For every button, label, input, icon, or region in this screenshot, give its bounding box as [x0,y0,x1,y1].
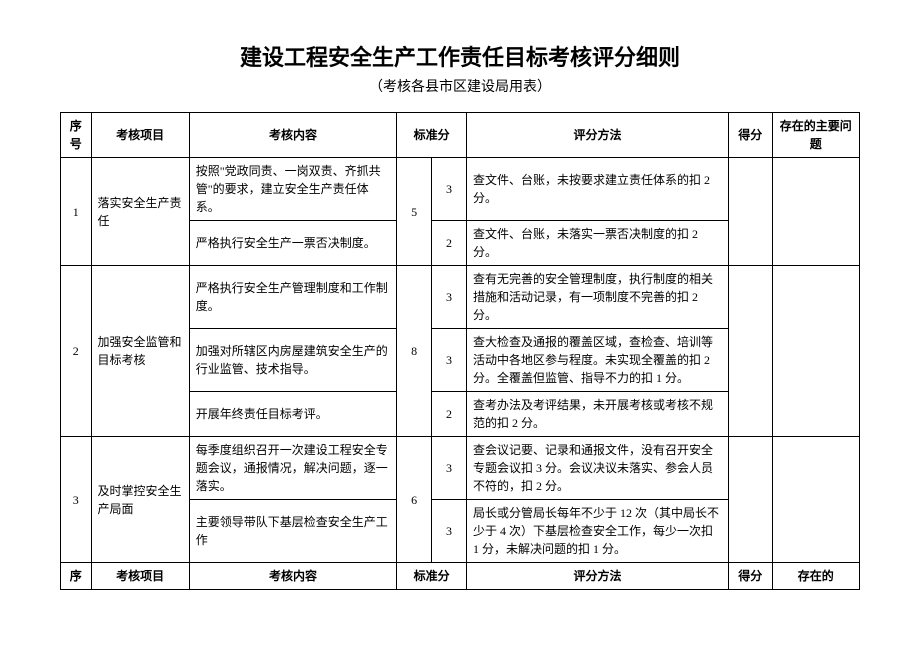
cell-content: 开展年终责任目标考评。 [189,392,396,437]
cell-stdscore: 6 [397,437,432,563]
header-method: 评分方法 [467,113,729,158]
cell-subscore: 3 [432,266,467,329]
cell-score [728,437,772,563]
footer-score: 得分 [728,563,772,590]
header-content: 考核内容 [189,113,396,158]
header-row: 序号 考核项目 考核内容 标准分 评分方法 得分 存在的主要问题 [61,113,860,158]
cell-score [728,266,772,437]
cell-subscore: 3 [432,437,467,500]
page-subtitle: （考核各县市区建设局用表） [60,76,860,96]
footer-method: 评分方法 [467,563,729,590]
footer-seq: 序 [61,563,92,590]
cell-content: 主要领导带队下基层检查安全生产工作 [189,500,396,563]
cell-stdscore: 5 [397,158,432,266]
header-issue: 存在的主要问题 [772,113,859,158]
footer-content: 考核内容 [189,563,396,590]
cell-issue [772,437,859,563]
scoring-table: 序号 考核项目 考核内容 标准分 评分方法 得分 存在的主要问题 1 落实安全生… [60,112,860,590]
cell-method: 查大检查及通报的覆盖区域，查检查、培训等活动中各地区参与程度。未实现全覆盖的扣 … [467,329,729,392]
cell-content: 按照"党政同责、一岗双责、齐抓共管"的要求，建立安全生产责任体系。 [189,158,396,221]
cell-issue [772,158,859,266]
cell-method: 查有无完善的安全管理制度，执行制度的相关措施和活动记录，有一项制度不完善的扣 2… [467,266,729,329]
cell-item: 及时掌控安全生产局面 [91,437,189,563]
cell-item: 加强安全监管和目标考核 [91,266,189,437]
header-stdscore: 标准分 [397,113,467,158]
table-row: 2 加强安全监管和目标考核 严格执行安全生产管理制度和工作制度。 8 3 查有无… [61,266,860,329]
cell-method: 查文件、台账，未落实一票否决制度的扣 2 分。 [467,221,729,266]
cell-item: 落实安全生产责任 [91,158,189,266]
cell-method: 查会议记要、记录和通报文件，没有召开安全专题会议扣 3 分。会议决议未落实、参会… [467,437,729,500]
header-score: 得分 [728,113,772,158]
footer-item: 考核项目 [91,563,189,590]
cell-seq: 3 [61,437,92,563]
cell-stdscore: 8 [397,266,432,437]
cell-content: 严格执行安全生产管理制度和工作制度。 [189,266,396,329]
footer-stdscore: 标准分 [397,563,467,590]
cell-seq: 1 [61,158,92,266]
cell-content: 严格执行安全生产一票否决制度。 [189,221,396,266]
cell-method: 查文件、台账，未按要求建立责任体系的扣 2 分。 [467,158,729,221]
table-row: 1 落实安全生产责任 按照"党政同责、一岗双责、齐抓共管"的要求，建立安全生产责… [61,158,860,221]
table-row: 3 及时掌控安全生产局面 每季度组织召开一次建设工程安全专题会议，通报情况，解决… [61,437,860,500]
cell-subscore: 2 [432,392,467,437]
cell-issue [772,266,859,437]
cell-method: 查考办法及考评结果，未开展考核或考核不规范的扣 2 分。 [467,392,729,437]
cell-subscore: 2 [432,221,467,266]
page-title: 建设工程安全生产工作责任目标考核评分细则 [60,40,860,72]
cell-content: 加强对所辖区内房屋建筑安全生产的行业监管、技术指导。 [189,329,396,392]
cell-score [728,158,772,266]
cell-seq: 2 [61,266,92,437]
cell-subscore: 3 [432,329,467,392]
footer-header-row: 序 考核项目 考核内容 标准分 评分方法 得分 存在的 [61,563,860,590]
cell-content: 每季度组织召开一次建设工程安全专题会议，通报情况，解决问题，逐一落实。 [189,437,396,500]
cell-subscore: 3 [432,500,467,563]
header-item: 考核项目 [91,113,189,158]
header-seq: 序号 [61,113,92,158]
cell-subscore: 3 [432,158,467,221]
footer-issue: 存在的 [772,563,859,590]
cell-method: 局长或分管局长每年不少于 12 次（其中局长不少于 4 次）下基层检查安全工作，… [467,500,729,563]
